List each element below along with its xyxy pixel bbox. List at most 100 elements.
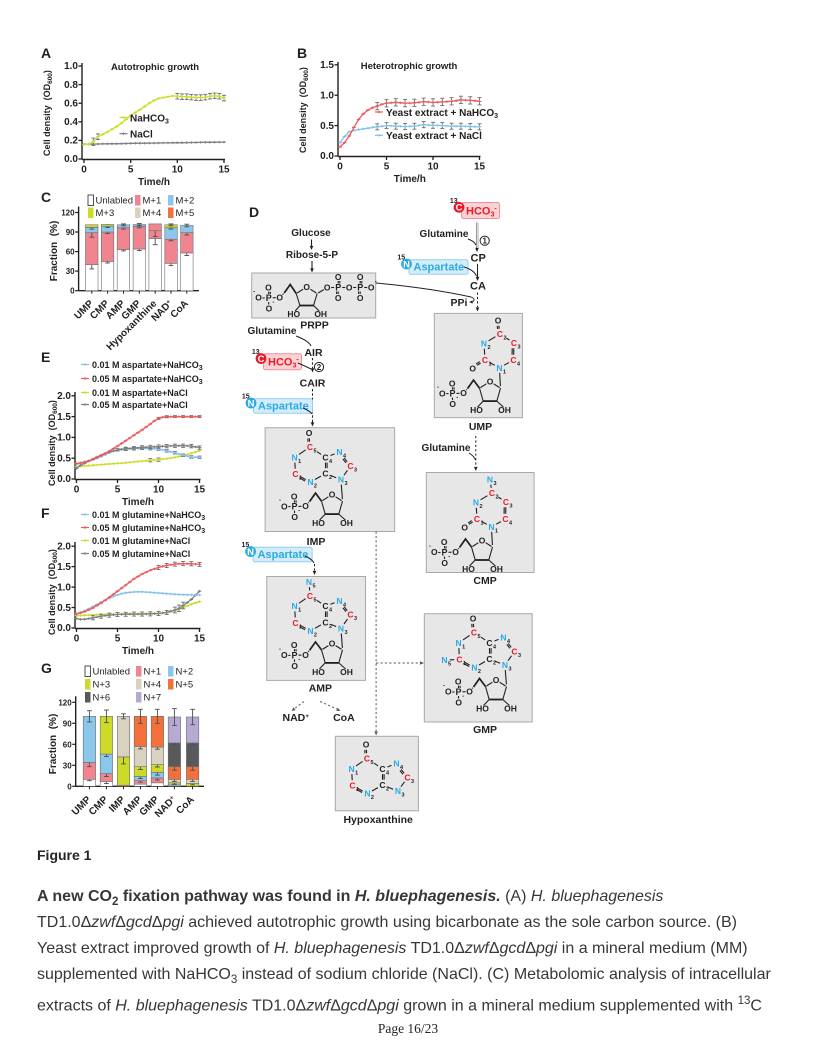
svg-text:E: E: [41, 349, 50, 365]
svg-text:O: O: [357, 293, 364, 303]
svg-text:B: B: [297, 45, 307, 61]
svg-text:N: N: [338, 623, 344, 633]
svg-text:C: C: [307, 591, 313, 601]
svg-text:C: C: [502, 514, 508, 524]
svg-text:O: O: [335, 293, 342, 303]
svg-text:5: 5: [384, 162, 390, 173]
svg-text:HO: HO: [476, 704, 489, 714]
svg-text:M+5: M+5: [176, 208, 195, 219]
svg-text:0.01 M glutamine+NaCl: 0.01 M glutamine+NaCl: [92, 536, 190, 546]
svg-text:O: O: [469, 363, 476, 373]
svg-text:N: N: [349, 764, 355, 774]
svg-text:0.05 M glutamine+NaCl: 0.05 M glutamine+NaCl: [92, 549, 190, 559]
svg-text:2: 2: [317, 363, 322, 372]
svg-text:2: 2: [329, 624, 332, 630]
svg-text:C: C: [511, 646, 517, 656]
svg-text:O: O: [306, 428, 313, 438]
svg-text:30: 30: [63, 761, 72, 770]
svg-text:0.01 M glutamine+NaHCO3: 0.01 M glutamine+NaHCO3: [92, 510, 205, 522]
svg-text:N: N: [441, 655, 447, 665]
svg-text:Cell density (OD600): Cell density (OD600): [298, 67, 310, 153]
svg-text:2: 2: [329, 475, 332, 481]
svg-text:5: 5: [312, 583, 315, 589]
svg-text:C: C: [307, 442, 313, 452]
svg-text:HO: HO: [312, 518, 325, 528]
svg-text:O: O: [291, 640, 298, 650]
svg-text:CoA: CoA: [174, 794, 196, 816]
svg-text:AMP: AMP: [309, 683, 332, 695]
svg-text:2.0: 2.0: [57, 391, 71, 402]
svg-text:N: N: [473, 498, 479, 508]
svg-text:N: N: [496, 363, 502, 373]
svg-text:120: 120: [61, 209, 75, 218]
svg-text:3: 3: [518, 653, 521, 659]
svg-text:N: N: [307, 626, 313, 636]
svg-text:3: 3: [509, 504, 512, 510]
svg-text:1.5: 1.5: [320, 60, 334, 71]
svg-text:C: C: [404, 772, 410, 782]
svg-text:N: N: [306, 577, 312, 587]
svg-text:O: O: [455, 677, 462, 687]
svg-text:C: C: [379, 764, 385, 774]
svg-text:-: -: [279, 647, 281, 653]
svg-text:5: 5: [128, 165, 134, 176]
svg-text:30: 30: [66, 267, 75, 276]
svg-text:N+5: N+5: [176, 680, 194, 691]
svg-text:CA: CA: [470, 281, 486, 293]
svg-text:CMP: CMP: [473, 575, 496, 587]
svg-text:N: N: [488, 522, 494, 532]
svg-text:15: 15: [242, 394, 250, 401]
svg-text:P: P: [291, 502, 297, 512]
svg-text:D: D: [249, 204, 259, 220]
svg-text:1.0: 1.0: [57, 433, 71, 444]
svg-text:N: N: [307, 477, 313, 487]
svg-text:N+7: N+7: [144, 693, 162, 704]
svg-text:90: 90: [63, 719, 72, 728]
svg-text:Unlabled: Unlabled: [96, 196, 134, 207]
svg-text:1: 1: [298, 459, 301, 465]
svg-text:OH: OH: [340, 518, 353, 528]
svg-text:O: O: [357, 272, 364, 282]
svg-text:O: O: [329, 490, 336, 500]
svg-text:4: 4: [509, 521, 513, 527]
svg-text:O: O: [487, 377, 494, 387]
svg-text:NAD+: NAD+: [283, 712, 310, 724]
svg-text:C: C: [349, 781, 355, 791]
svg-text:CP: CP: [471, 253, 486, 265]
svg-text:C: C: [322, 617, 328, 627]
svg-text:O: O: [439, 388, 446, 398]
svg-text:N: N: [292, 601, 298, 611]
svg-text:N: N: [393, 759, 399, 769]
svg-text:1: 1: [480, 521, 483, 527]
svg-text:5: 5: [370, 760, 373, 766]
svg-text:0.5: 0.5: [57, 453, 71, 464]
svg-text:O: O: [445, 687, 452, 697]
svg-text:C: C: [258, 354, 265, 365]
svg-text:1.5: 1.5: [57, 562, 71, 573]
svg-text:0.2: 0.2: [64, 136, 78, 147]
svg-text:N: N: [502, 660, 508, 670]
svg-text:N: N: [500, 633, 506, 643]
svg-text:4: 4: [343, 602, 347, 608]
svg-text:Ribose-5-P: Ribose-5-P: [286, 250, 339, 261]
svg-text:C: C: [486, 638, 492, 648]
svg-text:3: 3: [344, 481, 347, 487]
svg-text:3: 3: [508, 667, 511, 673]
svg-text:2: 2: [493, 661, 496, 667]
svg-text:3: 3: [344, 630, 347, 636]
svg-text:0: 0: [337, 162, 343, 173]
svg-text:0.0: 0.0: [57, 623, 71, 634]
svg-text:O: O: [449, 399, 456, 409]
svg-text:N: N: [336, 596, 342, 606]
svg-text:1: 1: [298, 608, 301, 614]
svg-text:3: 3: [401, 793, 404, 799]
svg-text:N: N: [456, 638, 462, 648]
svg-text:Fraction (%): Fraction (%): [49, 221, 60, 282]
svg-text:N: N: [292, 452, 298, 462]
svg-text:5: 5: [448, 662, 451, 668]
svg-text:O: O: [452, 547, 459, 557]
svg-text:A: A: [41, 45, 51, 61]
svg-text:Time/h: Time/h: [138, 177, 170, 188]
svg-text:15: 15: [194, 634, 206, 645]
svg-text:Glutamine: Glutamine: [420, 229, 469, 240]
